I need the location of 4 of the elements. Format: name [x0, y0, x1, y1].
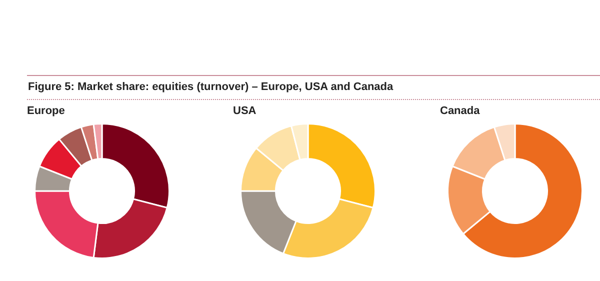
chart-title: Canada	[440, 105, 481, 119]
caption: Figure 5: Market share: equities (turnover) – Europe, USA and Canada	[28, 81, 394, 93]
chart-title: USA	[233, 105, 258, 119]
chart-title: Europe	[27, 105, 66, 119]
